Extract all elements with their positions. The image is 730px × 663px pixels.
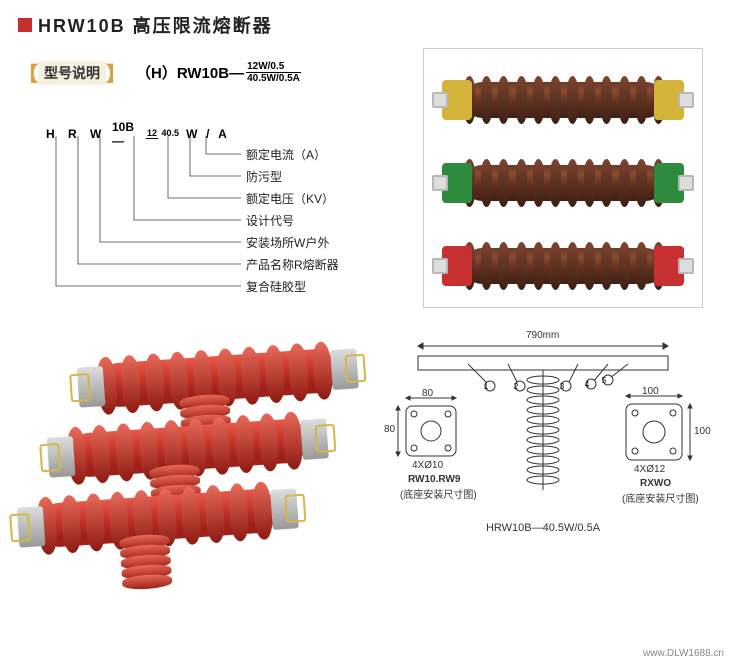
callout-5: 产品名称R熔断器	[246, 256, 339, 273]
bracket-left-icon: 【	[18, 58, 38, 87]
ref-4: 4	[585, 380, 590, 389]
bracket-right-icon: 】	[106, 58, 126, 87]
ref-5: 5	[602, 376, 607, 385]
formula-fraction: 12W/0.5 40.5W/0.5A	[246, 61, 301, 84]
model-explanation-panel: 【 型号说明 】 （H）RW10B— 12W/0.5 40.5W/0.5A H …	[18, 48, 423, 308]
model-label-row: 【 型号说明 】 （H）RW10B— 12W/0.5 40.5W/0.5A	[18, 58, 423, 87]
frac-bot: 40.5W/0.5A	[246, 73, 301, 84]
dim-left-h: 80	[422, 388, 433, 399]
title-square-icon	[18, 18, 32, 32]
watermark: www.DLW1688.cn	[643, 648, 724, 659]
product-photo-panel	[423, 48, 703, 308]
callout-2: 额定电压（KV）	[246, 190, 334, 207]
fuse-variant-green	[438, 155, 688, 211]
callout-4: 安装场所W户外	[246, 234, 329, 251]
dim-left-v: 80	[384, 424, 395, 435]
fuse-variant-red	[438, 238, 688, 294]
ref-1: 1	[484, 382, 489, 391]
page-title-bar: HRW10B 高压限流熔断器	[0, 0, 730, 44]
formula-prefix: （H）RW10B—	[136, 62, 244, 83]
callout-3: 设计代号	[246, 212, 294, 229]
callout-1: 防污型	[246, 168, 282, 185]
callout-0: 额定电流（A）	[246, 146, 326, 163]
dim-right-cap: (底座安装尺寸图)	[622, 490, 699, 505]
model-formula: （H）RW10B— 12W/0.5 40.5W/0.5A	[136, 61, 303, 84]
red-fuse-photo	[18, 326, 378, 586]
ref-3: 3	[560, 382, 565, 391]
diagram-main-caption: HRW10B—40.5W/0.5A	[378, 522, 708, 534]
model-label: 型号说明	[38, 61, 106, 85]
dimension-diagram: 1 2 3 4 5 790mm 80 80 4XØ10 RW10.RW9 (底座…	[378, 326, 708, 586]
dim-left-hole: 4XØ10	[412, 460, 443, 471]
ref-2: 2	[514, 382, 519, 391]
fuse-variant-yellow	[438, 72, 688, 128]
dim-left-name: RW10.RW9	[408, 474, 460, 485]
page-title: HRW10B 高压限流熔断器	[38, 12, 273, 38]
frac-top: 12W/0.5	[246, 61, 301, 73]
callout-6: 复合硅胶型	[246, 278, 306, 295]
dim-width: 790mm	[526, 330, 559, 341]
dim-right-h: 100	[642, 386, 659, 397]
dim-right-name: RXWO	[640, 478, 671, 489]
callout-diagram: 额定电流（A） 防污型 额定电压（KV） 设计代号 安装场所W户外 产品名称R熔…	[46, 136, 416, 336]
dim-left-cap: (底座安装尺寸图)	[400, 486, 477, 501]
dim-right-hole: 4XØ12	[634, 464, 665, 475]
callout-lines-svg	[46, 136, 416, 336]
dim-right-v: 100	[694, 426, 711, 437]
